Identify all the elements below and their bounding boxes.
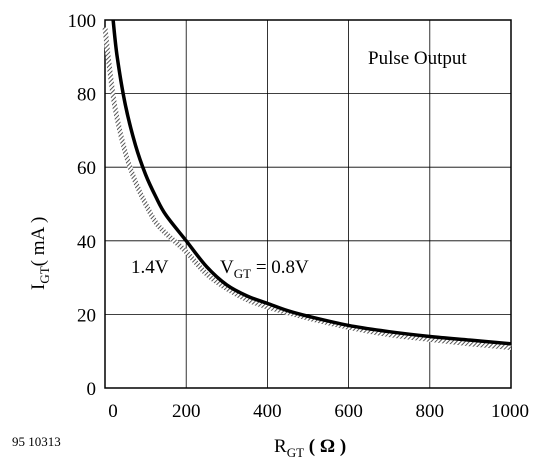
x-tick-label-400: 400 [253,401,282,422]
y-axis-label-main: I [28,284,49,290]
x-tick-label-1000: 1000 [491,401,529,422]
y-tick-label-60: 60 [77,158,96,179]
y-tick-label-40: 40 [77,232,96,253]
y-tick-label-80: 80 [77,85,96,106]
y-tick-labels: 0 20 40 60 80 100 [68,11,97,400]
figure-id: 95 10313 [12,434,61,449]
vgt-sub: GT [234,266,251,281]
y-axis-label: IGT( mA ) [28,217,52,290]
y-tick-label-20: 20 [77,305,96,326]
y-axis-label-rest: ( mA ) [28,217,49,267]
x-axis-label-rest: ( Ω ) [304,436,346,457]
x-tick-label-200: 200 [172,401,201,422]
series-line-1-4v [102,27,512,351]
grid [104,19,512,389]
x-axis-label-main: R [274,436,287,457]
x-tick-label-800: 800 [416,401,445,422]
x-tick-label-600: 600 [334,401,363,422]
vgt-main: V [220,257,234,278]
x-tick-labels: 0 200 400 600 800 1000 [108,401,529,422]
x-tick-label-0: 0 [108,401,118,422]
series-line-vgt-0-8v [111,19,512,346]
series-layer [102,19,512,351]
y-tick-label-100: 100 [68,11,97,32]
annotation-1-4v: 1.4V [131,257,169,278]
y-axis-label-sub: GT [37,266,52,283]
y-tick-label-0: 0 [87,379,97,400]
plot-frame [104,19,512,389]
annotation-pulse-output: Pulse Output [368,48,467,69]
x-axis-label-sub: GT [287,445,304,460]
vgt-rest: = 0.8V [251,257,309,278]
x-axis-label: RGT ( Ω ) [274,436,346,460]
annotation-vgt-0-8v: VGT = 0.8V [220,257,309,281]
